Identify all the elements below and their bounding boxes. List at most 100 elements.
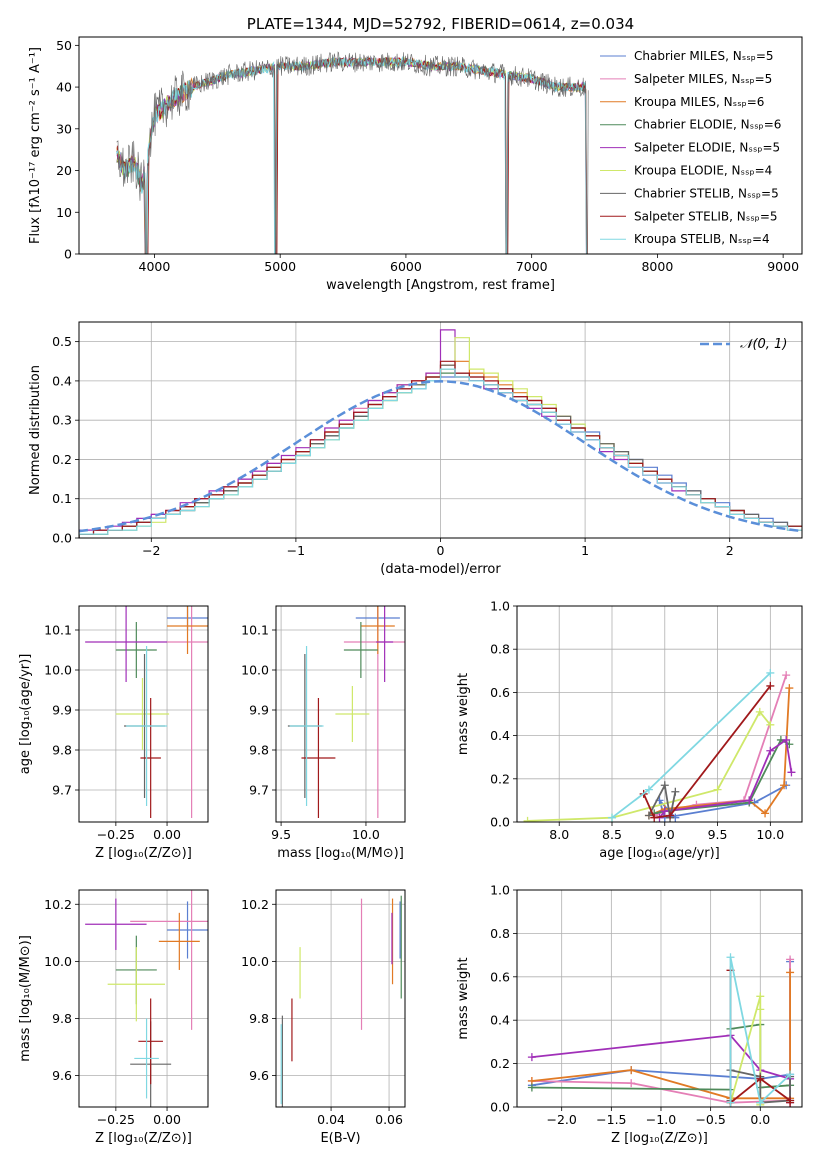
- errorbar-salpeter-elodie: [85, 606, 168, 682]
- gridlines: [79, 890, 208, 1107]
- y-tick-label: 9.8: [52, 743, 72, 758]
- data-point-marker: [786, 955, 795, 964]
- errorbar-chabrier-miles: [167, 901, 208, 959]
- x-axis-label: Z [log₁₀(Z/Z⊙)]: [95, 1131, 192, 1146]
- y-tick-label: 0.0: [52, 531, 72, 546]
- data-point-marker: [786, 1070, 795, 1079]
- x-tick-label: 0.00: [153, 827, 181, 842]
- y-axis-label: mass weight: [456, 957, 471, 1039]
- errorbar-kroupa-elodie: [115, 678, 170, 750]
- axes-frame: [275, 605, 406, 823]
- y-tick-label: 9.8: [249, 743, 269, 758]
- x-tick-label: −2: [142, 543, 160, 558]
- series-line: [648, 688, 791, 817]
- legend: 𝒩(0, 1): [700, 337, 787, 352]
- y-tick-label: 9.8: [52, 1011, 72, 1026]
- x-tick-label: 9000: [767, 259, 799, 274]
- panel-weight-vs-z: −2.0 −1.5 −1.0 −0.5 0.0 0.0 0.2 0.4 0.6 0.8 1.0 Z […: [456, 883, 803, 1146]
- panel-mass-vs-ebv: 0.04 0.06 9.6 9.8 10.0 10.2 E(B-V): [241, 889, 406, 1146]
- x-tick-label: 0.06: [375, 1112, 403, 1127]
- errorbar-kroupa-miles: [360, 606, 395, 654]
- series-line: [642, 685, 772, 819]
- y-tick-label: 10: [56, 205, 72, 220]
- plot-area: [116, 51, 589, 254]
- legend-label: Kroupa STELIB, Nₛₛₚ=4: [634, 232, 770, 246]
- data-point-marker: [644, 811, 653, 820]
- data-point-marker: [650, 813, 659, 822]
- errorbar-salpeter-stelib: [138, 998, 163, 1085]
- y-axis-label: age [log₁₀(age/yr)]: [18, 654, 33, 775]
- y-tick-label: 0.2: [490, 771, 510, 786]
- panel-age-vs-mass: 9.5 10.0 9.7 9.8 9.9 10.0 10.1 mass [log₁₀(M/M⊙…: [241, 605, 406, 861]
- data-point-marker: [660, 781, 669, 790]
- data-point-marker: [527, 1083, 536, 1092]
- ticks: 0.04 0.06 9.6 9.8 10.0 10.2: [241, 897, 403, 1127]
- errorbar-chabrier-elodie: [343, 622, 378, 678]
- ticks: −0.25 0.00 9.7 9.8 9.9 10.0 10.1: [44, 623, 181, 843]
- errorbar-kroupa-miles: [167, 606, 208, 654]
- errorbar-kroupa-stelib: [289, 646, 324, 806]
- data-point-marker: [726, 1098, 735, 1107]
- axes-frame: [516, 605, 803, 823]
- y-tick-label: 0: [64, 247, 72, 262]
- x-tick-label: −0.5: [695, 1112, 725, 1127]
- data-point-marker: [756, 1098, 765, 1107]
- y-tick-label: 30: [56, 121, 72, 136]
- y-tick-label: 9.9: [52, 703, 72, 718]
- series-chabrier-stelib: [644, 781, 680, 822]
- data-point-marker: [523, 816, 532, 822]
- legend-label: Kroupa MILES, Nₛₛₚ=6: [634, 95, 764, 109]
- x-tick-label: 7000: [516, 259, 548, 274]
- y-tick-label: 10.0: [241, 663, 269, 678]
- ticks: −0.25 0.00 9.6 9.8 10.0 10.2: [44, 897, 181, 1127]
- y-tick-label: 0.8: [490, 642, 510, 657]
- panel-mass-vs-z: −0.25 0.00 9.6 9.8 10.0 10.2 Z [log₁₀(Z/Z⊙)] ma…: [18, 889, 209, 1146]
- data-point-marker: [787, 768, 796, 777]
- data-point-marker: [527, 1053, 536, 1062]
- x-tick-label: 4000: [139, 259, 171, 274]
- data-point-marker: [786, 968, 795, 977]
- x-axis-label: Z [log₁₀(Z/Z⊙)]: [95, 846, 192, 861]
- errorbar-salpeter-miles: [130, 890, 208, 1030]
- legend-label: Chabrier ELODIE, Nₛₛₚ=6: [634, 118, 781, 132]
- legend-label: Chabrier STELIB, Nₛₛₚ=5: [634, 186, 779, 200]
- x-tick-label: 8.5: [602, 827, 622, 842]
- legend: Chabrier MILES, Nₛₛₚ=5 Salpeter MILES, Nₛ…: [600, 49, 781, 246]
- panel-age-vs-z: −0.25 0.00 9.7 9.8 9.9 10.0 10.1 Z [log₁₀(Z/Z⊙)…: [18, 605, 209, 861]
- y-tick-label: 0.2: [490, 1056, 510, 1071]
- y-tick-label: 0.0: [490, 815, 510, 830]
- x-tick-label: 9.0: [655, 827, 675, 842]
- axes-frame: [275, 889, 406, 1108]
- data-point-marker: [782, 671, 791, 680]
- plot-area: [523, 668, 796, 822]
- x-axis-label: mass [log₁₀(M/M⊙)]: [277, 846, 404, 861]
- x-tick-label: 8.0: [549, 827, 569, 842]
- series-line: [729, 996, 762, 1105]
- y-axis-label: Flux [fλ10⁻¹⁷ erg cm⁻² s⁻¹ A⁻¹]: [28, 47, 43, 244]
- legend-label: Salpeter MILES, Nₛₛₚ=5: [634, 72, 772, 86]
- errorbar-kroupa-elodie: [335, 686, 370, 742]
- y-tick-label: 9.6: [249, 1068, 269, 1083]
- legend-label: Kroupa ELODIE, Nₛₛₚ=4: [634, 164, 772, 178]
- plot-area: [85, 890, 208, 1107]
- axes-frame: [78, 605, 209, 823]
- y-tick-label: 0.2: [52, 452, 72, 467]
- y-tick-label: 10.0: [44, 954, 72, 969]
- y-axis-label: Normed distribution: [28, 365, 43, 495]
- data-point-marker: [608, 813, 616, 822]
- spectrum-line-kroupa-stelib: [116, 55, 588, 254]
- x-tick-label: 10.0: [756, 827, 784, 842]
- x-tick-label: −1.5: [596, 1112, 626, 1127]
- data-point-marker: [761, 809, 770, 818]
- y-tick-label: 0.5: [52, 334, 72, 349]
- x-axis-label: wavelength [Angstrom, rest frame]: [326, 278, 555, 293]
- y-tick-label: 9.7: [52, 783, 72, 798]
- y-tick-label: 1.0: [490, 883, 510, 898]
- y-tick-label: 0.4: [490, 728, 510, 743]
- data-point-marker: [766, 668, 775, 677]
- legend-label: Salpeter ELODIE, Nₛₛₚ=5: [634, 141, 780, 155]
- x-tick-label: −0.25: [97, 827, 135, 842]
- series-line: [658, 738, 793, 819]
- legend-label: 𝒩(0, 1): [740, 337, 787, 352]
- ticks: −2 −1 0 1 2 0.0 0.1 0.2 0.3 0.4 0.5: [52, 334, 734, 558]
